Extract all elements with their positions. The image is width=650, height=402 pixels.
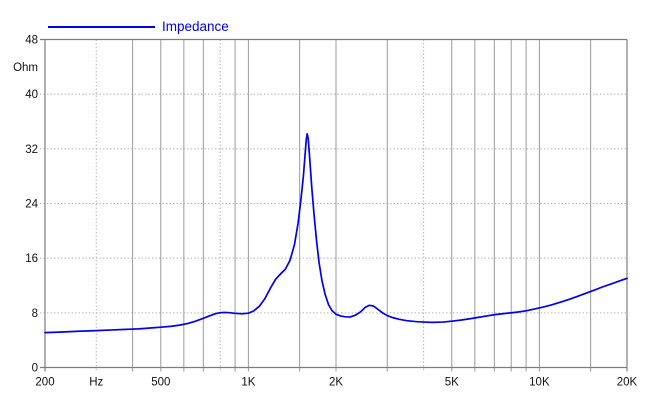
x-axis-labels: 200 500 1K 2K 5K 10K 20K Hz — [35, 377, 637, 389]
legend-line-swatch — [48, 26, 155, 28]
impedance-curve — [44, 132, 628, 334]
legend-series-label: Impedance — [162, 19, 229, 34]
y-tick-label: 32 — [25, 144, 38, 156]
x-tick-label: 10K — [529, 377, 550, 389]
gridlines — [40, 39, 627, 372]
y-tick-label: 16 — [25, 253, 38, 265]
y-tick-label: 0 — [32, 363, 38, 375]
axis-frame — [40, 38, 628, 372]
y-tick-label: 8 — [32, 308, 38, 320]
x-tick-label: 200 — [35, 377, 54, 389]
x-tick-label: 1K — [241, 377, 255, 389]
chart-legend: Impedance — [48, 20, 229, 34]
y-tick-label: 48 — [25, 35, 38, 47]
y-tick-label: 40 — [25, 89, 38, 101]
x-tick-label: 500 — [151, 377, 170, 389]
x-axis-unit-label: Hz — [89, 377, 103, 389]
y-axis-unit-label: Ohm — [13, 62, 38, 74]
x-tick-label: 2K — [329, 377, 343, 389]
x-tick-label: 20K — [617, 377, 638, 389]
series-curves — [44, 132, 628, 334]
y-tick-label: 24 — [25, 199, 38, 211]
y-axis-labels: 48 40 32 24 16 8 0 Ohm — [13, 35, 39, 375]
x-tick-label: 5K — [445, 377, 459, 389]
